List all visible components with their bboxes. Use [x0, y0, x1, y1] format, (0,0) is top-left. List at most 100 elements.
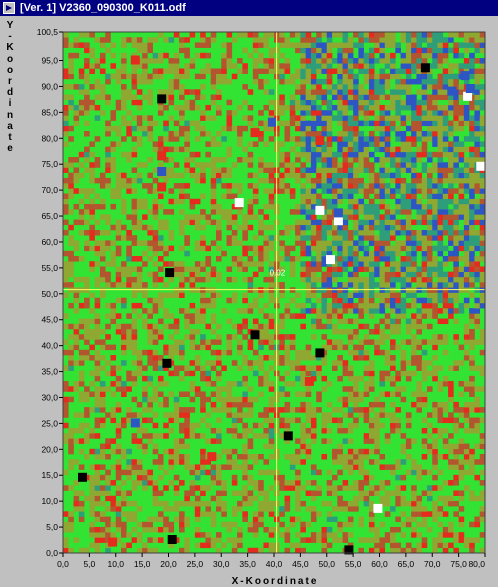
heatmap-cell	[89, 474, 95, 481]
heatmap-cell	[189, 464, 196, 470]
heatmap-cell	[353, 386, 359, 392]
heatmap-cell	[152, 229, 159, 236]
heatmap-cell	[89, 391, 95, 397]
heatmap-cell	[469, 245, 475, 252]
heatmap-cell	[237, 240, 243, 246]
heatmap-cell	[469, 266, 475, 272]
heatmap-cell	[448, 282, 454, 288]
heatmap-cell	[147, 308, 153, 314]
heatmap-cell	[448, 433, 454, 439]
heatmap-cell	[205, 115, 212, 121]
heatmap-cell	[411, 334, 417, 340]
heatmap-cell	[469, 157, 475, 163]
heatmap-cell	[432, 261, 438, 267]
heatmap-cell	[168, 427, 175, 434]
heatmap-cell	[147, 224, 153, 231]
heatmap-cell	[163, 104, 169, 111]
heatmap-cell	[168, 334, 175, 340]
heatmap-cell	[405, 276, 412, 283]
heatmap-cell	[168, 454, 175, 460]
heatmap-cell	[416, 177, 423, 184]
heatmap-cell	[463, 47, 470, 54]
heatmap-cell	[390, 490, 396, 496]
heatmap-cell	[68, 360, 74, 366]
heatmap-cell	[173, 78, 180, 85]
heatmap-cell	[411, 94, 417, 101]
x-tick-label: 40,0	[266, 559, 283, 569]
heatmap-cell	[305, 177, 312, 184]
heatmap-cell	[226, 125, 233, 132]
heatmap-cell	[353, 188, 359, 194]
heatmap-cell	[442, 542, 449, 549]
heatmap-cell	[305, 454, 312, 460]
heatmap-cell	[405, 318, 412, 325]
heatmap-cell	[463, 256, 470, 262]
heatmap-cell	[400, 151, 407, 158]
heatmap-cell	[416, 396, 423, 403]
heatmap-cell	[469, 120, 475, 127]
heatmap-cell	[463, 386, 470, 392]
heatmap-cell	[390, 172, 396, 179]
heatmap-cell	[305, 245, 312, 252]
heatmap-cell	[99, 417, 106, 424]
heatmap-cell	[194, 198, 201, 205]
heatmap-cell	[300, 537, 306, 543]
heatmap-cell	[115, 464, 122, 470]
heatmap-cell	[84, 334, 90, 340]
heatmap-cell	[474, 183, 481, 189]
heatmap-cell	[363, 433, 370, 439]
heatmap-cell	[231, 422, 238, 429]
heatmap-cell	[163, 120, 169, 127]
heatmap-cell	[379, 125, 386, 132]
heatmap-cell	[163, 500, 169, 507]
heatmap-cell	[358, 516, 364, 523]
heatmap-cell	[142, 391, 148, 397]
heatmap-cell	[226, 344, 233, 351]
heatmap-cell	[99, 37, 106, 43]
heatmap-cell	[463, 183, 470, 189]
heatmap-cell	[363, 115, 370, 121]
heatmap-cell	[173, 104, 180, 111]
heatmap-cell-white	[476, 161, 486, 171]
heatmap-cell	[179, 188, 185, 194]
heatmap-cell	[432, 537, 438, 543]
heatmap-cell	[363, 146, 370, 153]
heatmap-cell	[68, 448, 74, 455]
heatmap-cell	[289, 120, 296, 127]
heatmap-cell	[179, 219, 185, 226]
heatmap-cell	[332, 506, 338, 512]
heatmap-cell	[411, 130, 417, 137]
heatmap-cell	[305, 136, 312, 142]
heatmap-cell	[252, 271, 259, 278]
heatmap-cell	[147, 37, 153, 43]
heatmap-cell	[432, 42, 438, 48]
heatmap-cell	[358, 89, 364, 95]
heatmap-cell	[115, 422, 122, 429]
heatmap-cell	[242, 443, 248, 450]
heatmap-cell	[458, 459, 465, 465]
heatmap-cell	[136, 480, 143, 486]
heatmap-cell	[142, 224, 148, 231]
heatmap-cell	[89, 32, 95, 38]
heatmap-cell-red	[108, 537, 118, 547]
heatmap-cell	[147, 78, 153, 85]
heatmap-cell-red	[207, 452, 217, 462]
heatmap-cell	[374, 115, 380, 121]
heatmap-cell	[337, 537, 343, 543]
heatmap-cell	[332, 365, 338, 371]
heatmap-cell	[63, 511, 69, 517]
heatmap-cell	[305, 37, 312, 43]
heatmap-cell	[110, 162, 117, 168]
heatmap-cell	[73, 537, 80, 543]
heatmap-cell	[416, 511, 423, 517]
heatmap-cell	[305, 130, 312, 137]
heatmap-cell	[205, 141, 212, 147]
heatmap-cell	[453, 480, 459, 486]
app-icon[interactable]	[3, 2, 15, 14]
heatmap-cell	[94, 78, 101, 85]
heatmap-cell	[300, 99, 306, 106]
heatmap-cell	[147, 396, 153, 403]
heatmap-cell	[247, 521, 254, 528]
heatmap-cell	[252, 188, 259, 194]
